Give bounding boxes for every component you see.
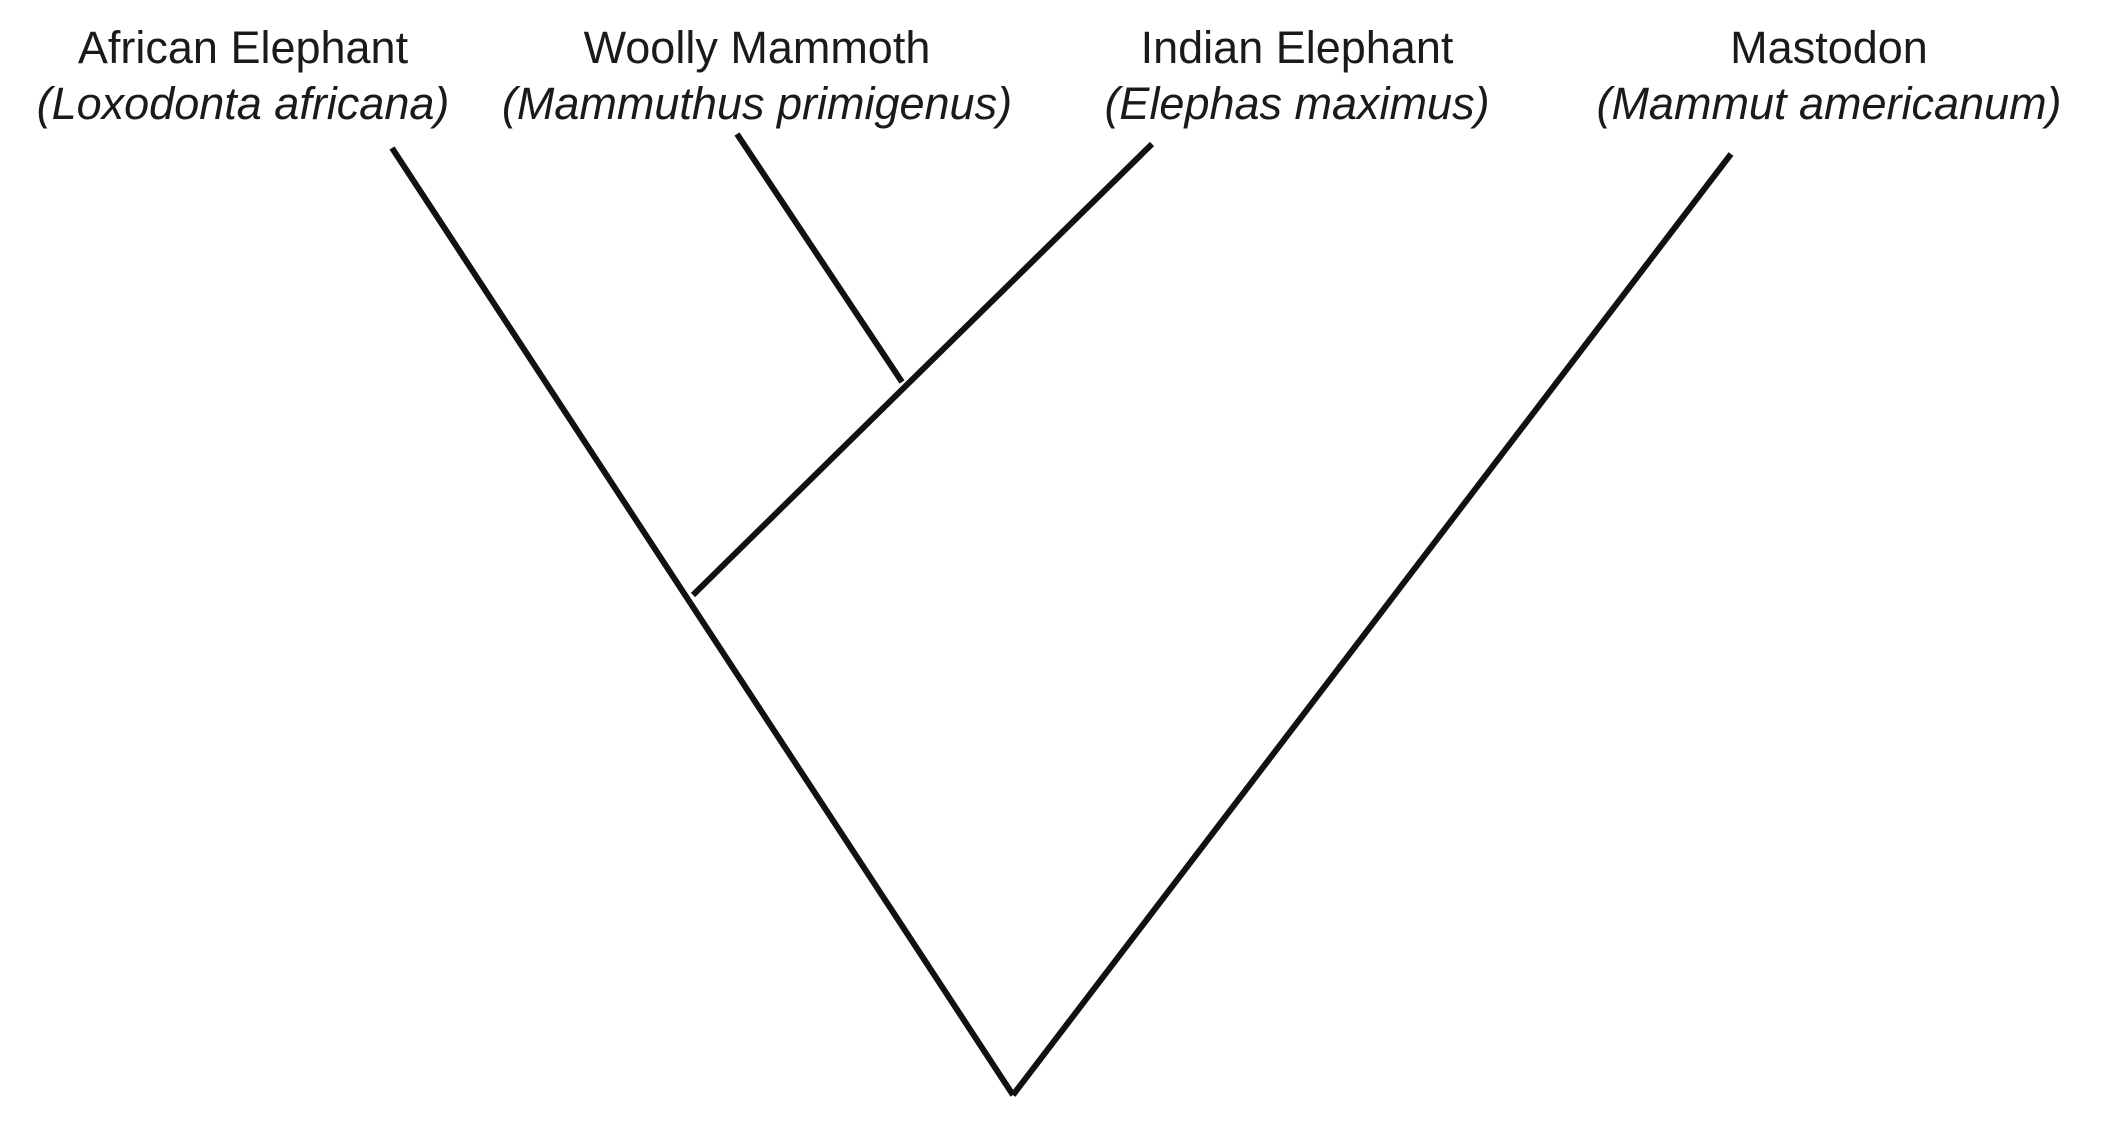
scientific-name: (Elephas maximus): [1104, 78, 1490, 129]
common-name: Woolly Mammoth: [583, 22, 931, 73]
taxon-label-indian-elephant: Indian Elephant (Elephas maximus): [1104, 20, 1489, 132]
taxon-label-woolly-mammoth: Woolly Mammoth (Mammuthus primigenus): [502, 20, 1012, 132]
common-name: Mastodon: [1730, 22, 1928, 73]
scientific-name: (Loxodonta africana): [36, 78, 450, 129]
branch-mastodon: [1010, 152, 1734, 1097]
taxon-label-mastodon: Mastodon (Mammut americanum): [1596, 20, 2061, 132]
branch-woolly-mammoth: [734, 132, 905, 384]
common-name: African Elephant: [77, 22, 409, 73]
branch-indian-elephant: [690, 141, 1155, 598]
common-name: Indian Elephant: [1140, 22, 1454, 73]
scientific-name: (Mammuthus primigenus): [501, 78, 1013, 129]
branch-african-elephant: [389, 146, 1016, 1097]
scientific-name: (Mammut americanum): [1596, 78, 2062, 129]
taxon-label-african-elephant: African Elephant (Loxodonta africana): [37, 20, 450, 132]
